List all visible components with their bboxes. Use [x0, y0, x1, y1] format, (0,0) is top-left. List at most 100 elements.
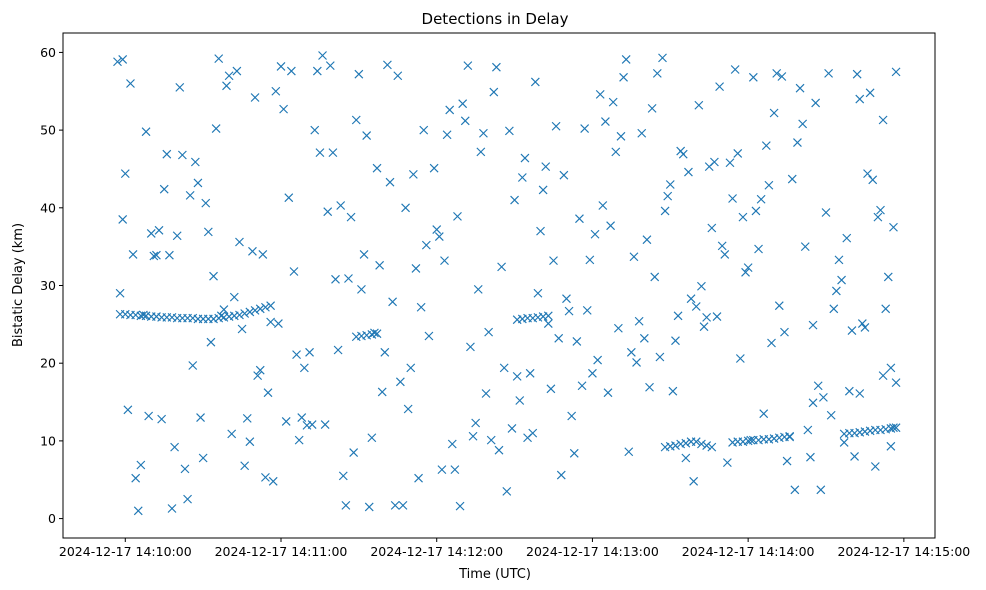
- data-point: [447, 439, 457, 449]
- data-point: [139, 310, 148, 320]
- x-tick-label: 2024-12-17 14:13:00: [526, 544, 659, 559]
- data-point: [188, 361, 198, 370]
- data-point: [170, 442, 180, 452]
- data-point: [546, 384, 556, 394]
- data-point: [803, 425, 813, 435]
- data-point: [808, 398, 818, 408]
- data-point: [774, 301, 784, 311]
- y-tick-label: 0: [48, 511, 56, 526]
- data-point: [811, 98, 821, 108]
- x-tick-label: 2024-12-17 14:15:00: [837, 544, 970, 559]
- data-point: [463, 61, 473, 71]
- data-point: [227, 429, 237, 439]
- data-point: [543, 311, 553, 321]
- data-point: [453, 211, 462, 221]
- data-point: [331, 274, 340, 284]
- data-point: [354, 69, 364, 79]
- data-point: [668, 386, 678, 396]
- data-point: [863, 169, 872, 179]
- data-point: [868, 175, 878, 185]
- data-point: [486, 435, 496, 445]
- data-point: [878, 115, 888, 125]
- data-point: [284, 193, 294, 203]
- data-point: [681, 438, 691, 448]
- data-point: [829, 304, 839, 314]
- data-point: [364, 502, 374, 512]
- data-point: [193, 178, 203, 188]
- data-point: [743, 263, 753, 273]
- data-point: [206, 337, 216, 347]
- data-point: [253, 371, 263, 381]
- data-point: [551, 121, 561, 131]
- data-point: [728, 194, 737, 203]
- data-point: [722, 458, 732, 468]
- data-point: [767, 338, 776, 348]
- data-point: [684, 167, 693, 177]
- data-point: [777, 72, 787, 81]
- y-axis: 0 10 20 30 40 50 60: [40, 45, 63, 526]
- data-point: [525, 368, 535, 378]
- data-point: [645, 382, 654, 392]
- data-point: [315, 148, 325, 158]
- data-point: [772, 68, 782, 78]
- data-point: [307, 420, 317, 429]
- data-point: [341, 500, 351, 510]
- data-point: [681, 453, 691, 463]
- data-point: [780, 327, 789, 337]
- data-point: [795, 83, 805, 93]
- data-point: [432, 225, 442, 234]
- data-point: [460, 116, 470, 126]
- data-point: [323, 207, 333, 217]
- data-point: [702, 441, 712, 450]
- data-point: [131, 473, 141, 483]
- data-point: [118, 215, 128, 224]
- data-point: [642, 235, 652, 245]
- data-point: [273, 319, 283, 328]
- data-point: [754, 244, 763, 254]
- data-point: [289, 267, 299, 276]
- data-point: [588, 368, 597, 378]
- data-point: [245, 307, 255, 317]
- data-point: [831, 286, 841, 296]
- data-point: [785, 432, 795, 442]
- y-tick-label: 20: [40, 356, 56, 371]
- data-point: [834, 255, 844, 265]
- data-point: [707, 223, 717, 233]
- data-point: [580, 124, 590, 133]
- data-point: [118, 55, 128, 64]
- data-point: [458, 99, 468, 109]
- data-point: [787, 174, 797, 184]
- data-point: [533, 288, 543, 298]
- data-point: [157, 414, 167, 424]
- data-point: [761, 141, 771, 151]
- data-point: [611, 147, 621, 157]
- data-point: [211, 124, 221, 133]
- data-point: [370, 328, 379, 338]
- data-point: [164, 250, 174, 260]
- data-point: [686, 294, 696, 304]
- data-point: [167, 504, 177, 513]
- data-point: [372, 163, 382, 173]
- data-point: [445, 105, 455, 115]
- data-point: [826, 410, 836, 420]
- data-point: [344, 274, 353, 283]
- data-point: [419, 125, 429, 135]
- data-point: [424, 331, 434, 341]
- data-point: [149, 251, 159, 261]
- data-point: [689, 476, 699, 486]
- data-point: [144, 411, 154, 421]
- data-point: [497, 262, 507, 272]
- data-point: [543, 319, 553, 328]
- data-point: [751, 206, 761, 216]
- data-point: [889, 222, 898, 232]
- data-point: [203, 227, 213, 237]
- data-point: [748, 72, 758, 82]
- data-point: [180, 464, 190, 474]
- data-point: [429, 163, 439, 173]
- data-point: [450, 465, 460, 475]
- data-point: [196, 413, 205, 422]
- data-point: [860, 323, 870, 332]
- data-point: [652, 68, 662, 78]
- x-axis-label: Time (UTC): [458, 567, 531, 582]
